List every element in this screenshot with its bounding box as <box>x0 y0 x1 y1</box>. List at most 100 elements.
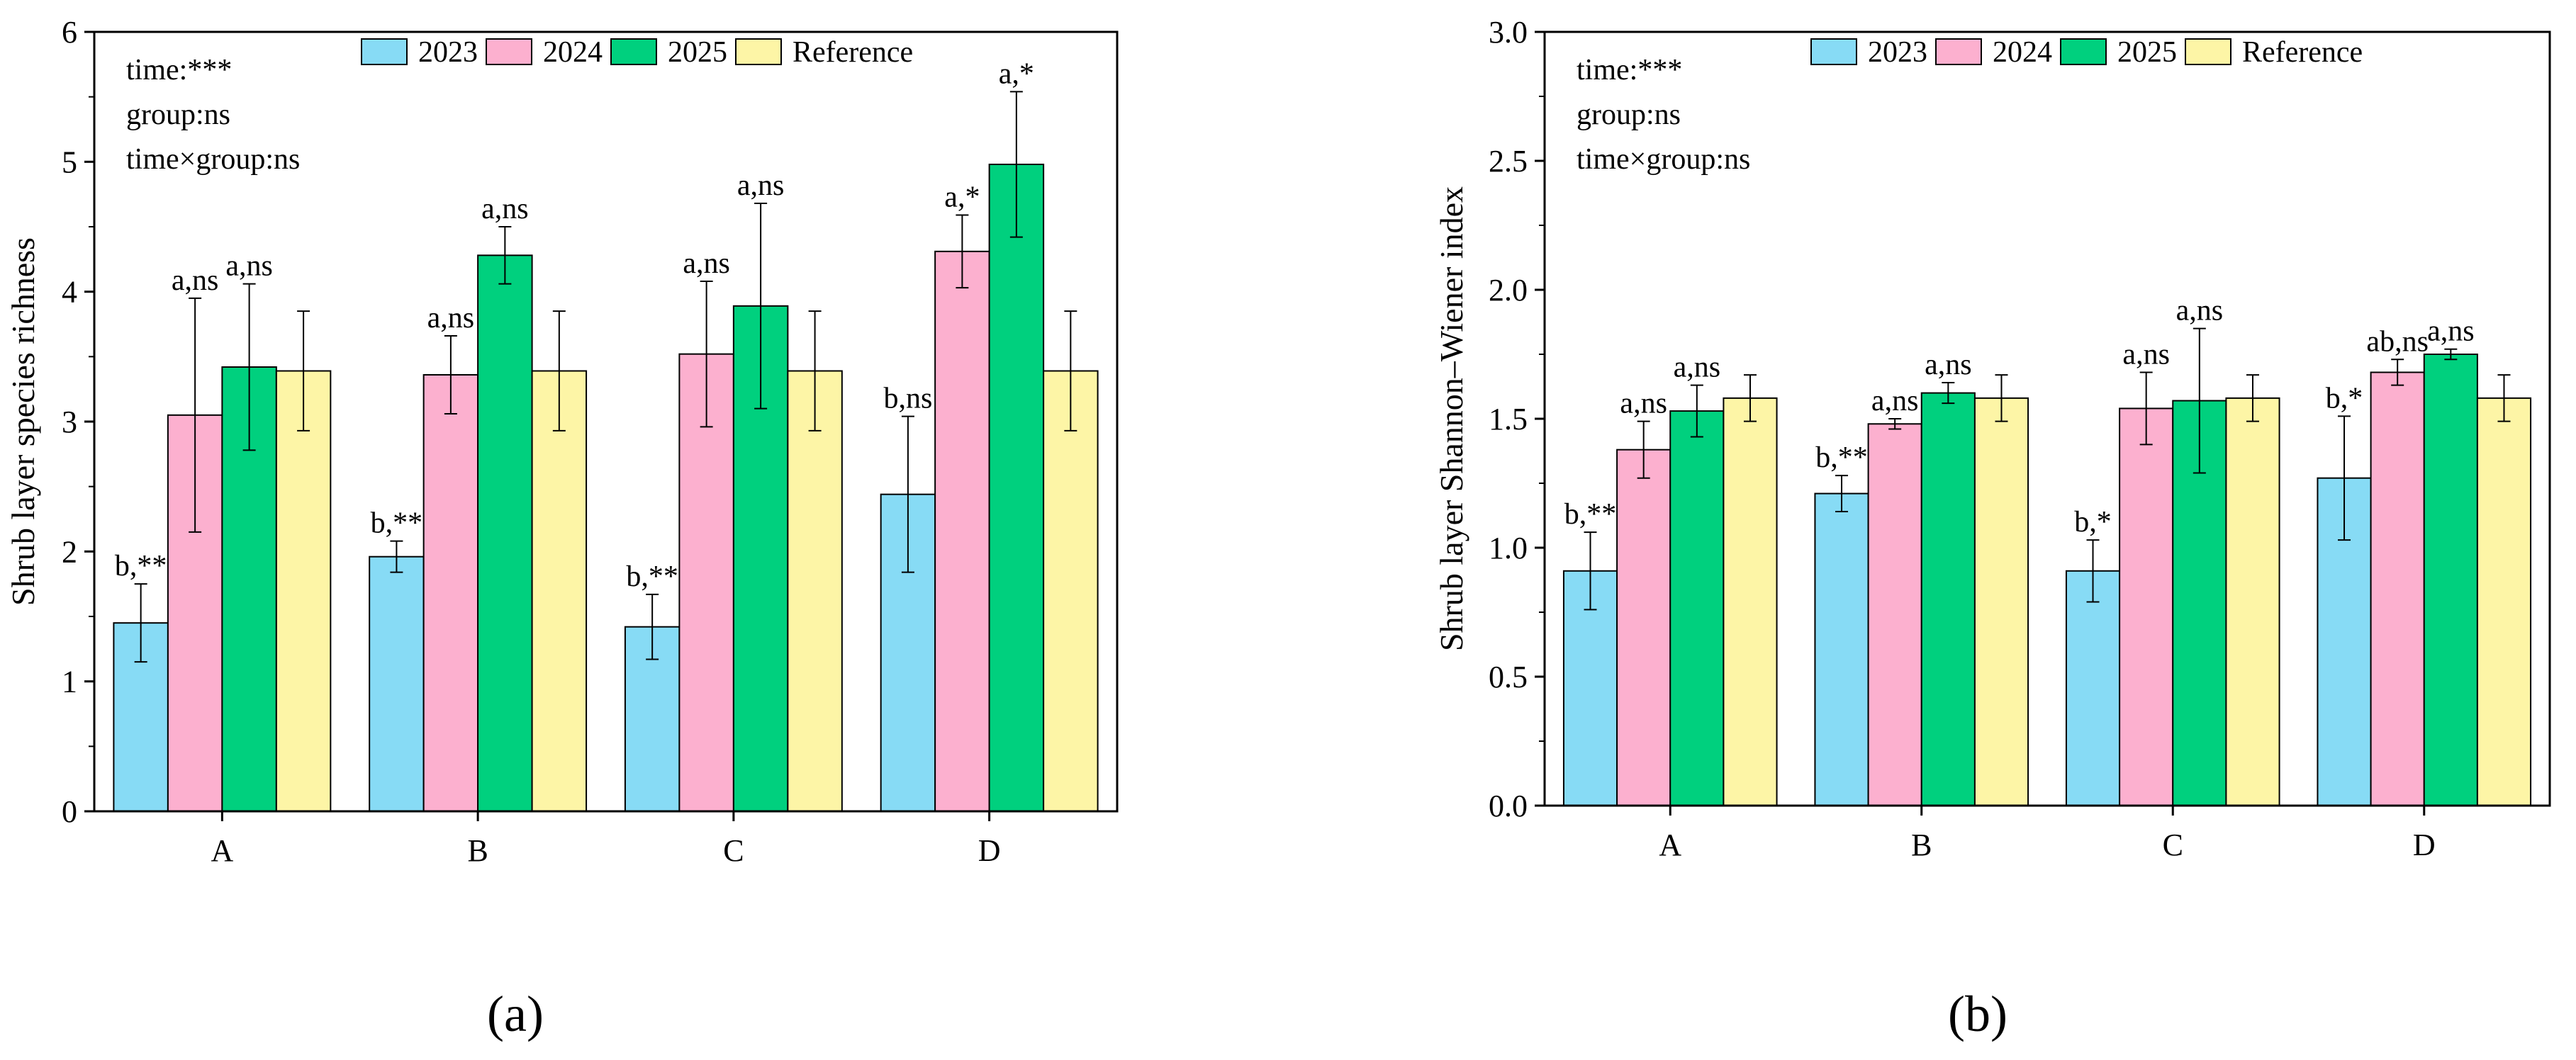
error-bar-reference-c <box>2246 374 2259 422</box>
error-bar-reference-a <box>297 310 310 432</box>
chart-panel-a: b,**b,**b,**b,nsa,nsa,nsa,nsa,*a,nsa,nsa… <box>5 15 1119 868</box>
significance-label: a,ns <box>1620 388 1667 420</box>
error-bar-2023-b <box>1835 475 1849 513</box>
bar-2023-b <box>1814 492 1869 806</box>
legend-label: 2024 <box>543 36 603 69</box>
y-axis-label: Shrub layer Shannon–Wiener index <box>1433 186 1469 651</box>
x-tick-label: D <box>2413 828 2436 862</box>
bar-reference-a <box>1723 397 1778 806</box>
bar-2025-b <box>1920 392 1976 806</box>
y-tick-label: 2.5 <box>1489 144 1528 179</box>
x-tick-label: B <box>467 833 488 868</box>
stats-annotation: time×group:ns <box>126 143 300 176</box>
legend-swatch-2023 <box>361 38 408 65</box>
error-bar-reference-d <box>1064 310 1077 432</box>
significance-label: a,ns <box>225 250 273 283</box>
significance-label: a,ns <box>1925 349 1972 381</box>
legend-swatch-2025 <box>2060 38 2107 65</box>
error-bar-2024-c <box>2139 371 2153 446</box>
x-tick-label: C <box>2163 828 2183 862</box>
legend-label: 2023 <box>418 36 478 69</box>
y-tick-label: 0.0 <box>1489 789 1528 823</box>
error-bar-2025-c <box>2193 327 2206 474</box>
legend-swatch-2025 <box>610 38 657 65</box>
y-tick-label: 0 <box>62 794 77 829</box>
error-bar-2024-b <box>444 335 457 415</box>
bar-2024-b <box>422 374 479 812</box>
significance-label: a,ns <box>1674 351 1721 384</box>
legend-label: 2025 <box>2117 36 2177 69</box>
error-bar-2023-b <box>390 540 403 573</box>
error-bar-2025-b <box>498 226 512 285</box>
bar-2025-d <box>988 164 1045 812</box>
significance-label: a,ns <box>683 247 730 280</box>
chart-panel-b: b,**b,**b,*b,*a,ns a,nsa,ns ab,nsa,ns a,nsa… <box>1433 15 2551 862</box>
panel-label-b: (b) <box>1948 986 2007 1042</box>
significance-label: a,ns <box>481 193 529 225</box>
y-tick-label: 2.0 <box>1489 273 1528 308</box>
error-bar-reference-b <box>552 310 566 432</box>
significance-label: a,* <box>944 181 980 214</box>
significance-label: b,** <box>1815 441 1868 474</box>
significance-label: b,* <box>2074 506 2112 539</box>
significance-label: a,* <box>999 57 1034 90</box>
significance-label: a,ns <box>427 302 475 334</box>
y-tick-label: 3 <box>62 405 77 439</box>
significance-label: a,ns <box>737 169 785 202</box>
y-tick-label: 1 <box>62 665 77 699</box>
error-bar-2025-a <box>242 283 256 451</box>
stats-annotation: time×group:ns <box>1577 143 1750 176</box>
error-bar-2025-d <box>2444 348 2458 361</box>
bar-reference-a <box>275 370 332 812</box>
bar-2023-c <box>2065 570 2121 806</box>
error-bar-reference-b <box>1995 374 2008 422</box>
significance-label: b,* <box>2326 382 2363 415</box>
error-bar-2024-a <box>1637 420 1650 479</box>
error-bar-2025-b <box>1942 382 1955 405</box>
bar-2024-c <box>2119 407 2174 806</box>
legend-label: Reference <box>2242 36 2363 69</box>
error-bar-2024-d <box>2391 359 2404 386</box>
legend-swatch-2024 <box>486 38 532 65</box>
bar-2024-a <box>1616 449 1671 806</box>
legend: 2023 2024 2025 Reference <box>361 36 913 69</box>
error-bar-2024-b <box>1888 418 1902 430</box>
significance-label: b,** <box>1564 498 1617 531</box>
significance-label: b,ns <box>883 383 932 415</box>
error-bar-2023-d <box>2338 415 2351 541</box>
significance-label: a,ns <box>2427 315 2475 348</box>
legend-label: Reference <box>793 36 913 69</box>
x-tick-label: D <box>978 833 1001 868</box>
significance-label: a,ns <box>172 264 219 297</box>
error-bar-2024-c <box>700 281 713 428</box>
bar-2024-d <box>2370 371 2425 806</box>
error-bar-2023-c <box>2086 539 2100 603</box>
legend-swatch-reference <box>735 38 782 65</box>
y-tick-label: 1.0 <box>1489 531 1528 565</box>
legend: 2023 2024 2025 Reference <box>1810 36 2363 69</box>
bar-reference-c <box>787 370 843 812</box>
bar-2025-d <box>2423 354 2478 806</box>
y-axis-label: Shrub layer species richness <box>5 237 41 606</box>
error-bar-2025-c <box>754 203 768 410</box>
significance-label: b,** <box>371 507 423 540</box>
x-tick-label: A <box>211 833 233 868</box>
error-bar-2023-a <box>134 583 147 663</box>
stats-annotation: group:ns <box>1577 98 1681 131</box>
bar-reference-d <box>2476 397 2532 806</box>
panel-label-a: (a) <box>487 986 544 1042</box>
error-bar-reference-d <box>2497 374 2511 422</box>
y-tick-label: 0.5 <box>1489 660 1528 694</box>
bar-2025-a <box>1669 410 1725 806</box>
bar-reference-d <box>1043 370 1099 812</box>
legend-label: 2023 <box>1868 36 1927 69</box>
y-tick-label: 4 <box>62 275 77 310</box>
y-tick-label: 2 <box>62 534 77 569</box>
bar-reference-c <box>2225 397 2280 806</box>
y-tick-label: 3.0 <box>1489 15 1528 50</box>
bar-reference-b <box>1973 397 2029 806</box>
error-bar-2025-d <box>1009 91 1023 238</box>
significance-label: a,ns <box>2176 295 2224 327</box>
stats-annotation: group:ns <box>126 98 230 131</box>
